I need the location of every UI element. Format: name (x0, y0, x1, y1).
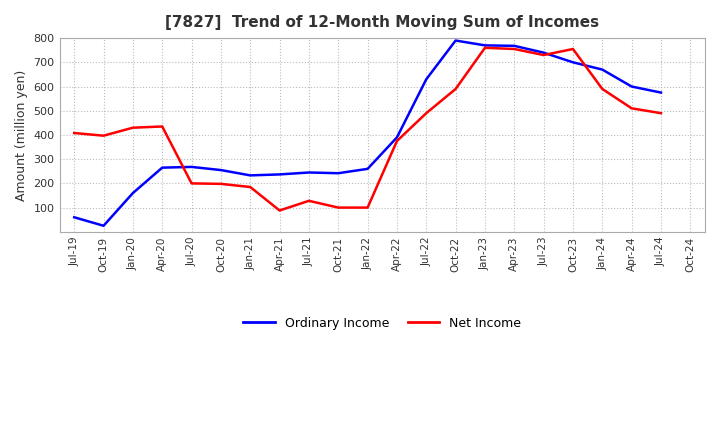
Ordinary Income (451, 38, 460, 43)
Ordinary Income (246, 173, 255, 178)
Line: Net Income: Net Income (74, 48, 661, 210)
Net Income (334, 205, 343, 210)
Net Income (422, 110, 431, 116)
Net Income (99, 133, 108, 138)
Net Income (392, 138, 401, 143)
Title: [7827]  Trend of 12-Month Moving Sum of Incomes: [7827] Trend of 12-Month Moving Sum of I… (165, 15, 599, 30)
Ordinary Income (510, 43, 518, 48)
Net Income (217, 181, 225, 187)
Ordinary Income (129, 191, 138, 196)
Legend: Ordinary Income, Net Income: Ordinary Income, Net Income (238, 312, 526, 335)
Net Income (451, 86, 460, 92)
Line: Ordinary Income: Ordinary Income (74, 40, 661, 226)
Ordinary Income (217, 168, 225, 173)
Ordinary Income (70, 215, 78, 220)
Net Income (539, 52, 548, 58)
Net Income (481, 45, 490, 51)
Ordinary Income (334, 171, 343, 176)
Net Income (305, 198, 313, 203)
Ordinary Income (569, 60, 577, 65)
Net Income (158, 124, 166, 129)
Ordinary Income (187, 164, 196, 169)
Ordinary Income (392, 135, 401, 140)
Ordinary Income (657, 90, 665, 95)
Ordinary Income (305, 170, 313, 175)
Ordinary Income (481, 43, 490, 48)
Net Income (364, 205, 372, 210)
Ordinary Income (598, 67, 607, 72)
Ordinary Income (627, 84, 636, 89)
Net Income (129, 125, 138, 130)
Net Income (657, 110, 665, 116)
Ordinary Income (364, 166, 372, 172)
Net Income (187, 181, 196, 186)
Net Income (598, 86, 607, 92)
Net Income (275, 208, 284, 213)
Ordinary Income (99, 223, 108, 228)
Net Income (627, 106, 636, 111)
Net Income (569, 46, 577, 51)
Net Income (246, 184, 255, 190)
Y-axis label: Amount (million yen): Amount (million yen) (15, 70, 28, 201)
Ordinary Income (275, 172, 284, 177)
Ordinary Income (158, 165, 166, 170)
Net Income (70, 130, 78, 136)
Ordinary Income (422, 77, 431, 82)
Ordinary Income (539, 50, 548, 55)
Net Income (510, 46, 518, 51)
